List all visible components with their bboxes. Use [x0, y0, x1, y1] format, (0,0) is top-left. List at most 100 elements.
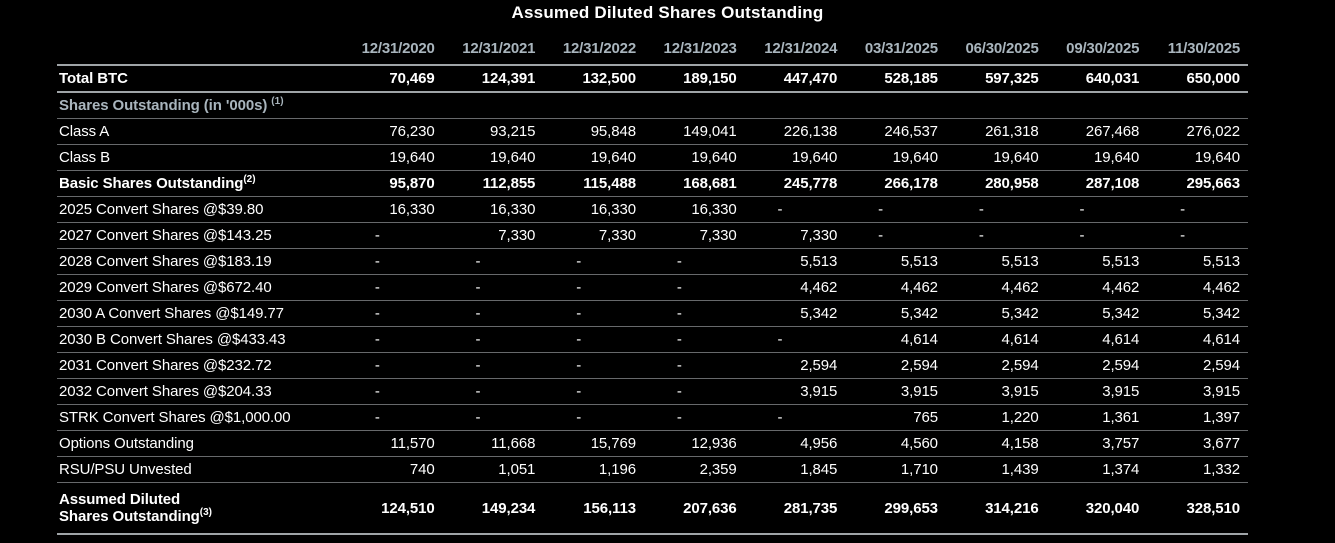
value-cell: 226,138 [744, 118, 846, 145]
empty-value-cell: - [643, 378, 745, 405]
table-row: RSU/PSU Unvested 740 1,051 1,196 2,359 1,845 1… [57, 456, 1248, 483]
value-cell: 3,915 [1147, 378, 1248, 405]
value-cell: 11,668 [442, 430, 544, 457]
empty-value-cell: - [643, 248, 745, 275]
empty-value-cell: - [442, 274, 544, 301]
column-header-date: 06/30/2025 [945, 26, 1047, 66]
value-cell: 5,513 [744, 248, 846, 275]
empty-value-cell: - [442, 404, 544, 431]
empty-value-cell: - [744, 196, 846, 223]
value-cell: 189,150 [643, 65, 745, 93]
empty-value-cell: - [1147, 196, 1248, 223]
value-cell: 4,462 [945, 274, 1047, 301]
shares-table: 12/31/2020 12/31/2021 12/31/2022 12/31/2023… [57, 26, 1248, 535]
value-cell: 4,462 [1147, 274, 1248, 301]
value-cell: 3,915 [744, 378, 846, 405]
value-cell: 447,470 [744, 65, 846, 93]
value-cell: 115,488 [543, 170, 644, 197]
value-cell: 640,031 [1046, 65, 1148, 93]
empty-value-cell: - [342, 222, 443, 249]
row-label-text: STRK Convert Shares @$1,000.00 [59, 409, 291, 426]
value-cell: 124,391 [442, 65, 544, 93]
value-cell: 280,958 [945, 170, 1047, 197]
empty-value-cell: - [845, 222, 946, 249]
empty-value-cell: - [1147, 222, 1248, 249]
value-cell: 95,870 [342, 170, 443, 197]
value-cell: 4,614 [1147, 326, 1248, 353]
row-label: 2025 Convert Shares @$39.80 [57, 196, 342, 223]
empty-value-cell: - [945, 222, 1047, 249]
value-cell: 4,956 [744, 430, 846, 457]
row-label-text: 2027 Convert Shares @$143.25 [59, 227, 272, 244]
table-row: Assumed Diluted Shares Outstanding(3) 124,… [57, 482, 1248, 535]
column-header-date: 12/31/2020 [342, 26, 443, 66]
value-cell: 4,560 [845, 430, 946, 457]
value-cell: 1,332 [1147, 456, 1248, 483]
value-cell: 287,108 [1046, 170, 1148, 197]
empty-value-cell: - [744, 404, 846, 431]
value-cell: 2,594 [945, 352, 1047, 379]
empty-value-cell: - [543, 378, 644, 405]
value-cell: 328,510 [1147, 482, 1248, 535]
value-cell: 1,397 [1147, 404, 1248, 431]
value-cell: 4,462 [744, 274, 846, 301]
value-cell: 3,915 [945, 378, 1047, 405]
empty-value-cell: - [744, 326, 846, 353]
row-label: RSU/PSU Unvested [57, 456, 342, 483]
row-label-text: Shares Outstanding (in '000s) [59, 97, 268, 114]
value-cell: 19,640 [945, 144, 1047, 171]
table-row: Basic Shares Outstanding(2) 95,870 112,855… [57, 170, 1248, 197]
value-cell: 112,855 [442, 170, 544, 197]
value-cell: 19,640 [543, 144, 644, 171]
value-cell: 4,462 [1046, 274, 1148, 301]
table-row: Class B 19,640 19,640 19,640 19,640 19,640 19,… [57, 144, 1248, 171]
header-row: 12/31/2020 12/31/2021 12/31/2022 12/31/2023… [57, 26, 1248, 66]
value-cell: 3,757 [1046, 430, 1148, 457]
table-row: Class A 76,230 93,215 95,848 149,041 226,138 2… [57, 118, 1248, 145]
value-cell: 1,710 [845, 456, 946, 483]
empty-value-cell: - [543, 404, 644, 431]
row-label-text: Options Outstanding [59, 435, 194, 452]
column-header-date: 11/30/2025 [1147, 26, 1248, 66]
value-cell: 149,041 [643, 118, 745, 145]
value-cell: 95,848 [543, 118, 644, 145]
row-label: 2031 Convert Shares @$232.72 [57, 352, 342, 379]
row-label-text: 2030 B Convert Shares @$433.43 [59, 331, 286, 348]
value-cell: 7,330 [744, 222, 846, 249]
value-cell: 5,513 [845, 248, 946, 275]
value-cell: 5,342 [1147, 300, 1248, 327]
row-label: Basic Shares Outstanding(2) [57, 170, 342, 197]
empty-value-cell: - [1046, 196, 1148, 223]
value-cell: 1,051 [442, 456, 544, 483]
value-cell: 2,594 [1046, 352, 1148, 379]
table-body: Total BTC 70,469 124,391 132,500 189,150 447,… [57, 65, 1248, 535]
value-cell: 4,614 [1046, 326, 1148, 353]
table-row: STRK Convert Shares @$1,000.00- - - - -765 1,… [57, 404, 1248, 431]
row-label-text: Class B [59, 149, 110, 166]
value-cell: 16,330 [543, 196, 644, 223]
value-cell: 7,330 [543, 222, 644, 249]
value-cell: 765 [845, 404, 946, 431]
value-cell: 12,936 [643, 430, 745, 457]
row-label: 2027 Convert Shares @$143.25 [57, 222, 342, 249]
value-cell: 7,330 [442, 222, 544, 249]
value-cell: 132,500 [543, 65, 644, 93]
empty-value-cell: - [845, 196, 946, 223]
value-cell: 1,361 [1046, 404, 1148, 431]
row-label: 2030 B Convert Shares @$433.43 [57, 326, 342, 353]
value-cell: 19,640 [342, 144, 443, 171]
row-label-text: 2029 Convert Shares @$672.40 [59, 279, 272, 296]
column-header-date: 09/30/2025 [1046, 26, 1148, 66]
value-cell: 4,158 [945, 430, 1047, 457]
empty-value-cell: - [1046, 222, 1148, 249]
value-cell: 1,374 [1046, 456, 1148, 483]
value-cell: 246,537 [845, 118, 946, 145]
label-column-header [57, 26, 342, 66]
row-label-text: 2032 Convert Shares @$204.33 [59, 383, 272, 400]
row-label: 2030 A Convert Shares @$149.77 [57, 300, 342, 327]
value-cell: 5,342 [845, 300, 946, 327]
empty-value-cell: - [643, 404, 745, 431]
row-label-line: Shares Outstanding [59, 508, 200, 525]
row-label-text: 2025 Convert Shares @$39.80 [59, 201, 264, 218]
value-cell: 15,769 [543, 430, 644, 457]
